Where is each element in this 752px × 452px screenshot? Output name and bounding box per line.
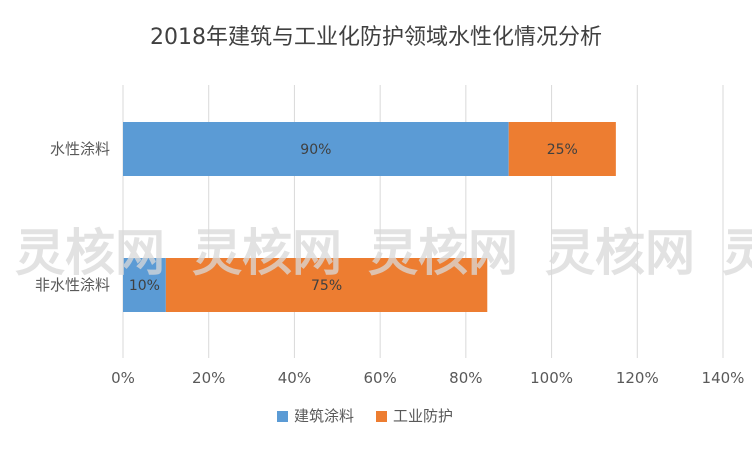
watermark-text: 灵核网 <box>368 224 518 282</box>
data-label: 90% <box>300 142 331 158</box>
bar-segment <box>165 258 488 312</box>
watermark-text: 灵核网 <box>545 224 695 282</box>
bar-segment <box>123 258 166 312</box>
x-tick-label: 140% <box>702 369 745 387</box>
legend: 建筑涂料 工业防护 <box>277 407 453 425</box>
x-tick-label: 20% <box>192 369 225 387</box>
watermark-text: 灵核网 <box>15 224 165 282</box>
watermark-text: 灵核网 <box>192 224 342 282</box>
x-tick-label: 120% <box>616 369 659 387</box>
data-labels: 90% 25% 10% 75% <box>129 142 578 294</box>
x-tick-label: 0% <box>111 369 135 387</box>
legend-swatch <box>277 411 288 422</box>
data-label: 25% <box>547 142 578 158</box>
x-tick-label: 60% <box>363 369 396 387</box>
watermark-text: 灵核网 <box>722 224 752 282</box>
bars <box>123 122 616 312</box>
y-category-label: 水性涂料 <box>50 140 110 158</box>
x-tick-label: 100% <box>530 369 573 387</box>
x-tick-label: 80% <box>449 369 482 387</box>
y-category-label: 非水性涂料 <box>35 276 110 294</box>
watermark: 灵核网灵核网灵核网灵核网灵核网 <box>15 224 752 282</box>
legend-swatch <box>376 411 387 422</box>
bar-segment <box>123 122 509 176</box>
data-label: 10% <box>129 278 160 294</box>
legend-label: 工业防护 <box>393 407 453 425</box>
x-tick-label: 40% <box>278 369 311 387</box>
chart-title: 2018年建筑与工业化防护领域水性化情况分析 <box>150 25 602 50</box>
bar-segment <box>508 122 616 176</box>
data-label: 75% <box>311 278 342 294</box>
legend-label: 建筑涂料 <box>294 407 354 425</box>
